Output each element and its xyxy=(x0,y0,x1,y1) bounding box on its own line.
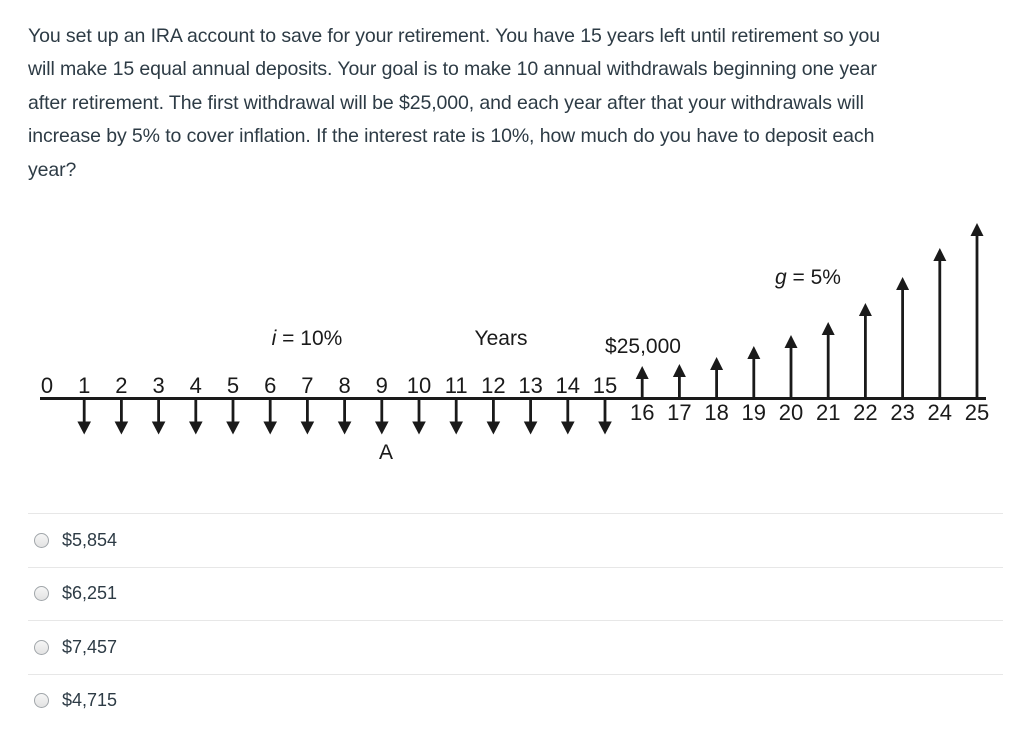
withdrawal-arrow-head xyxy=(747,346,761,359)
answer-option-label[interactable]: $7,457 xyxy=(62,636,118,657)
cashflow-diagram: 0 1 2 3 4 5 6 7 8 9 10 11 12 13 14 15 16 17 18 19 20 21 22 23 24… xyxy=(40,223,989,464)
withdrawal-arrow-head xyxy=(933,248,947,261)
year-tick-label: 2 xyxy=(115,373,127,398)
year-tick-label: 10 xyxy=(407,373,431,398)
question-text-line: year? xyxy=(28,158,77,181)
withdrawal-arrow-head xyxy=(896,277,910,290)
deposit-arrow-head xyxy=(114,421,129,435)
variable-symbol: g xyxy=(775,266,787,289)
year-tick-label: 24 xyxy=(928,400,952,425)
year-tick-label: 1 xyxy=(78,373,90,398)
variable-value: = 5% xyxy=(787,266,841,289)
deposit-arrow-head xyxy=(189,421,203,435)
interest-rate-label: i = 10% xyxy=(272,327,343,350)
year-tick-label: 25 xyxy=(965,400,989,425)
year-tick-label: 18 xyxy=(704,400,728,425)
withdrawal-arrow-head xyxy=(710,357,724,370)
year-tick-label: 0 xyxy=(41,373,53,398)
year-tick-label: 11 xyxy=(445,373,468,398)
question-text-line: increase by 5% to cover inflation. If th… xyxy=(28,125,875,148)
deposit-amount-label: A xyxy=(379,441,393,464)
year-tick-label: 19 xyxy=(742,400,766,425)
answer-option[interactable]: $4,715 xyxy=(28,673,1003,728)
year-tick-label: 13 xyxy=(518,373,542,398)
deposit-arrow-head xyxy=(300,421,315,435)
radio-button-icon[interactable] xyxy=(34,693,49,709)
radio-button-icon[interactable] xyxy=(34,639,49,655)
year-tick-label: 6 xyxy=(264,373,276,398)
answer-option[interactable]: $6,251 xyxy=(28,566,1003,621)
answer-option-label[interactable]: $4,715 xyxy=(62,690,118,711)
question-text: You set up an IRA account to save for yo… xyxy=(28,20,1018,187)
year-tick-label: 20 xyxy=(779,400,803,425)
deposit-arrow-head xyxy=(375,421,389,435)
deposit-arrow-head xyxy=(263,421,277,435)
variable-symbol: i xyxy=(272,327,278,350)
radio-button-icon[interactable] xyxy=(34,586,49,602)
question-text-line: after retirement. The first withdrawal w… xyxy=(28,91,864,114)
year-tick-label: 23 xyxy=(890,400,914,425)
variable-value: = 10% xyxy=(276,327,342,350)
year-tick-label: 14 xyxy=(556,373,580,398)
deposit-arrow-head xyxy=(412,421,426,435)
answer-options: $5,854 $6,251 $7,457 $4,715 xyxy=(28,513,1003,727)
year-tick-label: 12 xyxy=(481,373,505,398)
question-text-line: will make 15 equal annual deposits. Your… xyxy=(28,58,877,81)
withdrawal-arrow-head xyxy=(821,322,835,335)
answer-option-label[interactable]: $5,854 xyxy=(62,529,118,550)
first-withdrawal-label: $25,000 xyxy=(605,335,681,358)
answer-option[interactable]: $7,457 xyxy=(28,620,1003,674)
question-text-line: You set up an IRA account to save for yo… xyxy=(28,25,881,47)
growth-rate-label: g = 5% xyxy=(775,266,841,289)
withdrawal-arrow-head xyxy=(784,335,798,348)
withdrawal-arrow-head xyxy=(672,364,686,377)
deposit-arrow-head xyxy=(337,421,352,435)
deposit-arrow-head xyxy=(598,421,612,435)
axis-title: Years xyxy=(475,327,528,350)
year-tick-label: 8 xyxy=(338,373,350,398)
year-tick-label: 22 xyxy=(853,400,877,425)
withdrawal-arrow-head xyxy=(635,366,649,379)
withdrawal-arrow-head xyxy=(970,223,984,236)
answer-option[interactable]: $5,854 xyxy=(28,513,1003,567)
deposit-arrow-head xyxy=(226,421,240,435)
deposit-arrow-head xyxy=(151,421,166,435)
year-tick-label: 15 xyxy=(593,373,617,398)
year-tick-label: 5 xyxy=(227,373,239,398)
year-tick-label: 21 xyxy=(816,400,840,425)
deposit-arrow-head xyxy=(449,421,463,435)
year-tick-label: 3 xyxy=(152,373,164,398)
withdrawal-arrow-head xyxy=(858,303,872,316)
deposit-arrow-head xyxy=(77,421,91,435)
radio-button-icon[interactable] xyxy=(34,532,49,548)
deposit-arrow-head xyxy=(523,421,538,435)
year-tick-label: 7 xyxy=(301,373,313,398)
deposit-arrow-head xyxy=(486,421,501,435)
answer-option-label[interactable]: $6,251 xyxy=(62,583,118,604)
year-tick-label: 17 xyxy=(667,400,691,425)
year-tick-label: 9 xyxy=(376,373,388,398)
deposit-arrow-head xyxy=(561,421,575,435)
year-tick-label: 4 xyxy=(190,373,202,398)
year-tick-label: 16 xyxy=(630,400,654,425)
